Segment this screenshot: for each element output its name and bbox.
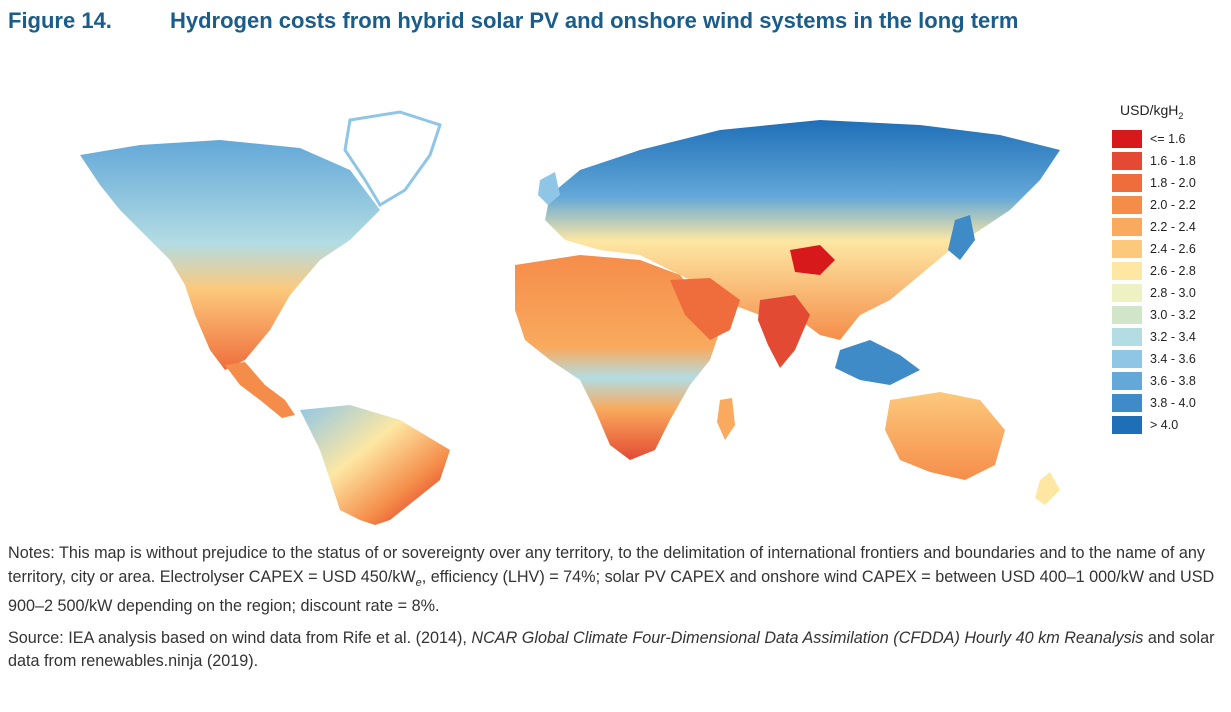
- australia: [885, 392, 1005, 480]
- central-america: [225, 362, 295, 418]
- legend-swatch: [1112, 152, 1142, 170]
- arabian-peninsula: [670, 278, 740, 340]
- north-america: [80, 140, 380, 370]
- south-america: [300, 405, 450, 525]
- legend-label: 2.8 - 3.0: [1150, 286, 1196, 300]
- figure-title: Hydrogen costs from hybrid solar PV and …: [170, 8, 1019, 33]
- legend-label: 2.6 - 2.8: [1150, 264, 1196, 278]
- new-zealand: [1035, 472, 1060, 505]
- legend-item: <= 1.6: [1112, 128, 1224, 150]
- legend-swatch: [1112, 372, 1142, 390]
- map-legend: USD/kgH2 <= 1.6 1.6 - 1.8 1.8 - 2.0 2.0 - 2…: [1112, 100, 1224, 436]
- notes-part1: Notes: This map is without prejudice to …: [8, 544, 1206, 586]
- source-suffix: and solar data from renewables.ninja (20…: [8, 628, 1215, 671]
- southeast-asia-islands: [835, 340, 920, 385]
- legend-swatch: [1112, 394, 1142, 412]
- greenland: [343, 110, 442, 208]
- legend-label: 2.4 - 2.6: [1150, 242, 1196, 256]
- legend-label: 2.2 - 2.4: [1150, 220, 1196, 234]
- legend-item: 3.8 - 4.0: [1112, 392, 1224, 414]
- legend-label: 3.0 - 3.2: [1150, 308, 1196, 322]
- legend-item: 2.2 - 2.4: [1112, 216, 1224, 238]
- legend-item: 2.8 - 3.0: [1112, 282, 1224, 304]
- japan: [948, 215, 975, 260]
- africa: [515, 255, 720, 460]
- legend-swatch: [1112, 284, 1142, 302]
- uk-ireland: [538, 172, 560, 205]
- legend-swatch: [1112, 350, 1142, 368]
- legend-item: 2.0 - 2.2: [1112, 194, 1224, 216]
- legend-item: 2.4 - 2.6: [1112, 238, 1224, 260]
- legend-label: 3.4 - 3.6: [1150, 352, 1196, 366]
- legend-item: 2.6 - 2.8: [1112, 260, 1224, 282]
- notes-part2: , efficiency (LHV) = 74%; solar PV CAPEX…: [8, 567, 1215, 616]
- source-text: Source: IEA analysis based on wind data …: [8, 627, 1223, 674]
- legend-label: 3.6 - 3.8: [1150, 374, 1196, 388]
- figure-number: Figure 14.: [8, 8, 112, 33]
- legend-label: 3.2 - 3.4: [1150, 330, 1196, 344]
- legend-swatch: [1112, 130, 1142, 148]
- india: [758, 295, 810, 368]
- legend-swatch: [1112, 416, 1142, 434]
- legend-swatch: [1112, 218, 1142, 236]
- legend-unit: USD/kgH: [1120, 102, 1179, 118]
- legend-label: 1.6 - 1.8: [1150, 154, 1196, 168]
- legend-swatch: [1112, 262, 1142, 280]
- legend-swatch: [1112, 174, 1142, 192]
- notes-block: Notes: This map is without prejudice to …: [8, 542, 1223, 674]
- legend-rows: <= 1.6 1.6 - 1.8 1.8 - 2.0 2.0 - 2.2 2.2 - 2…: [1112, 128, 1224, 436]
- legend-label: <= 1.6: [1150, 132, 1186, 146]
- legend-swatch: [1112, 196, 1142, 214]
- legend-item: 3.4 - 3.6: [1112, 348, 1224, 370]
- legend-item: 3.6 - 3.8: [1112, 370, 1224, 392]
- legend-title: USD/kgH2: [1120, 100, 1224, 121]
- legend-item: 3.0 - 3.2: [1112, 304, 1224, 326]
- legend-label: > 4.0: [1150, 418, 1179, 432]
- legend-item: 1.8 - 2.0: [1112, 172, 1224, 194]
- notes-text: Notes: This map is without prejudice to …: [8, 542, 1223, 619]
- legend-label: 1.8 - 2.0: [1150, 176, 1196, 190]
- legend-item: 3.2 - 3.4: [1112, 326, 1224, 348]
- legend-swatch: [1112, 328, 1142, 346]
- notes-subscript: e: [415, 576, 422, 589]
- source-dataset-title: NCAR Global Climate Four-Dimensional Dat…: [471, 628, 1144, 647]
- legend-label: 3.8 - 4.0: [1150, 396, 1196, 410]
- eurasia: [545, 120, 1060, 340]
- legend-label: 2.0 - 2.2: [1150, 198, 1196, 212]
- world-map-svg: [80, 110, 1060, 525]
- source-prefix: Source: IEA analysis based on wind data …: [8, 628, 472, 647]
- legend-swatch: [1112, 240, 1142, 258]
- world-map: [20, 100, 1100, 525]
- madagascar: [717, 398, 735, 440]
- legend-swatch: [1112, 306, 1142, 324]
- legend-unit-subscript: 2: [1178, 110, 1184, 121]
- legend-item: > 4.0: [1112, 414, 1224, 436]
- figure-header: Figure 14. Hydrogen costs from hybrid so…: [8, 4, 1018, 38]
- legend-item: 1.6 - 1.8: [1112, 150, 1224, 172]
- tibet-hotspot: [790, 245, 835, 275]
